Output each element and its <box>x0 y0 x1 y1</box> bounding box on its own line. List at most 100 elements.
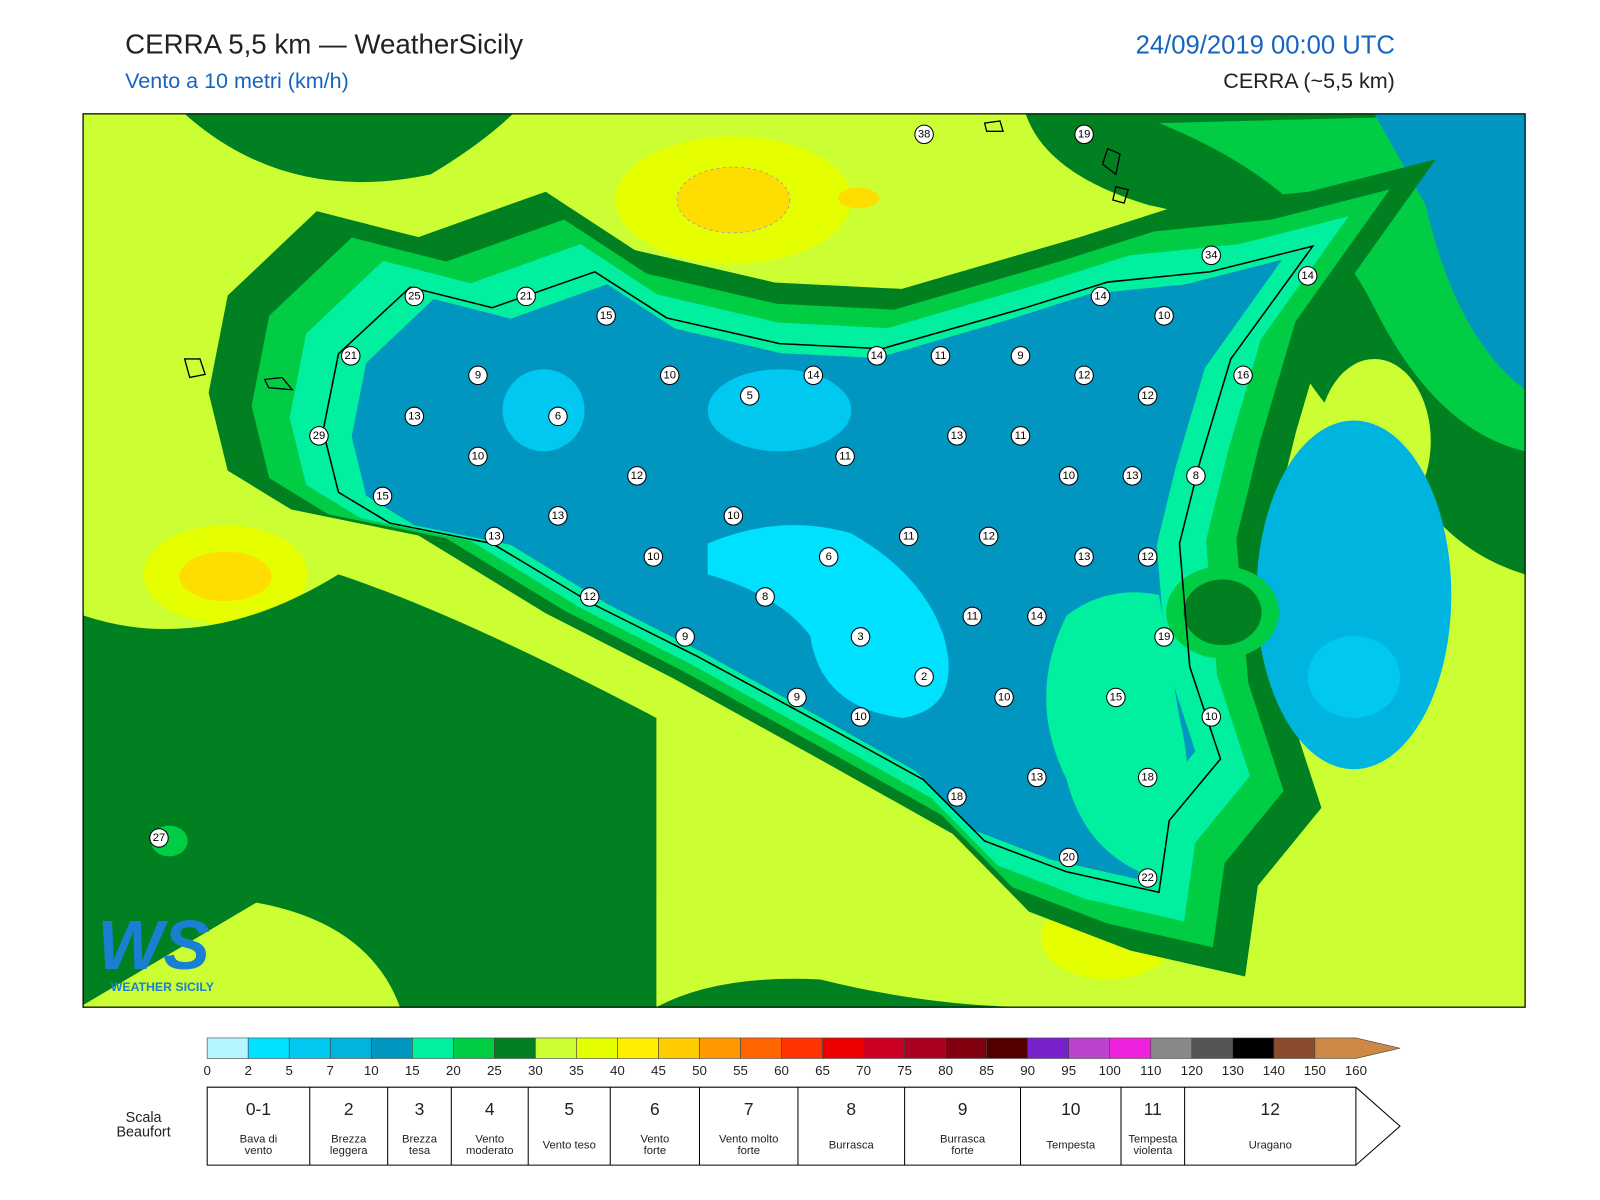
colorbar-tick: 45 <box>651 1063 666 1078</box>
station-marker <box>1137 868 1158 888</box>
beaufort-force: 8 <box>846 1099 856 1119</box>
station-marker <box>850 707 871 727</box>
field <box>184 113 513 183</box>
station-marker <box>1027 606 1047 627</box>
colorbar-swatch <box>781 1037 823 1059</box>
station-marker <box>1201 707 1222 727</box>
colorbar-tick: 60 <box>774 1063 789 1078</box>
beaufort-force: 10 <box>1061 1099 1081 1119</box>
colorbar-tick: 70 <box>856 1063 871 1078</box>
coastline <box>322 244 1315 894</box>
colorbar-tick: 160 <box>1345 1063 1367 1078</box>
station-marker <box>309 426 329 446</box>
colorbar-tick: 100 <box>1099 1063 1121 1078</box>
colorbar-tick: 30 <box>528 1063 543 1078</box>
beaufort-description: Vento <box>475 1134 504 1146</box>
colorbar-swatch <box>370 1037 413 1059</box>
colorbar-swatch <box>863 1037 905 1059</box>
colorbar-swatch <box>1273 1037 1316 1059</box>
colorbar-tick: 15 <box>405 1063 420 1078</box>
beaufort-description: Uragano <box>1249 1140 1292 1152</box>
beaufort-force: 0-1 <box>246 1099 271 1119</box>
station-marker <box>994 687 1014 708</box>
station-value: 12 <box>982 530 995 542</box>
field <box>1046 592 1188 883</box>
station-marker <box>947 426 967 446</box>
colorbar-swatch <box>494 1037 536 1059</box>
colorbar-tick: 75 <box>897 1063 912 1078</box>
colorbar-tick: 55 <box>733 1063 748 1078</box>
station-marker <box>1137 547 1158 567</box>
beaufort-label: Scala <box>126 1110 162 1126</box>
colorbar-swatch <box>329 1037 372 1059</box>
colorbar-swatch <box>247 1037 290 1059</box>
colorbar-tick: 20 <box>446 1063 461 1078</box>
station-value: 18 <box>1141 771 1154 783</box>
station-value: 11 <box>1015 430 1027 442</box>
station-value: 12 <box>1141 390 1154 402</box>
beaufort-description: Tempesta <box>1046 1140 1096 1152</box>
colorbar-tick: 130 <box>1222 1063 1244 1078</box>
station-marker <box>1186 466 1206 486</box>
beaufort-description: forte <box>644 1145 667 1157</box>
station-value: 11 <box>839 450 851 462</box>
station-marker <box>149 828 169 848</box>
station-value: 19 <box>1078 128 1091 140</box>
station-value: 13 <box>552 510 565 522</box>
beaufort-frame <box>206 1086 1401 1166</box>
station-value: 27 <box>153 832 166 844</box>
colorbar-tick: 0 <box>203 1063 210 1078</box>
station-value: 13 <box>1031 771 1044 783</box>
station-value: 21 <box>520 290 533 302</box>
colorbar-tick: 110 <box>1140 1063 1161 1078</box>
field <box>676 166 791 234</box>
colorbar-swatch <box>740 1037 782 1059</box>
beaufort-force: 7 <box>744 1099 754 1119</box>
beaufort-description: Vento teso <box>543 1140 596 1152</box>
colorbar-swatch <box>453 1037 495 1059</box>
colorbar-tick: 40 <box>610 1063 625 1078</box>
station-value: 15 <box>600 310 613 322</box>
beaufort-label: Beaufort <box>116 1124 170 1140</box>
station-marker <box>1027 767 1047 788</box>
station-value: 14 <box>1301 270 1314 282</box>
station-marker <box>1010 346 1031 366</box>
station-value: 10 <box>998 691 1011 703</box>
beaufort-description: Burrasca <box>940 1134 986 1146</box>
colorbar-tick: 90 <box>1020 1063 1035 1078</box>
colorbar-tick: 140 <box>1263 1063 1285 1078</box>
title: CERRA 5,5 km — WeatherSicily <box>125 28 523 59</box>
station-marker <box>1058 847 1079 868</box>
station-value: 22 <box>1141 872 1154 884</box>
station-value: 14 <box>1031 610 1044 622</box>
beaufort-description: vento <box>245 1145 273 1157</box>
station-value: 13 <box>408 410 421 422</box>
colorbar-swatch <box>1232 1037 1275 1059</box>
station-value: 6 <box>826 551 832 563</box>
station-value: 5 <box>747 390 753 402</box>
station-value: 13 <box>1078 551 1091 563</box>
beaufort-description: Tempesta <box>1128 1134 1178 1146</box>
station-value: 2 <box>921 671 927 683</box>
station-value: 29 <box>313 430 326 442</box>
beaufort-force: 3 <box>415 1099 425 1119</box>
beaufort-force: 2 <box>344 1099 354 1119</box>
station-value: 21 <box>345 350 358 362</box>
beaufort-description: forte <box>951 1145 974 1157</box>
colorbar-tick: 150 <box>1304 1063 1326 1078</box>
beaufort-force: 5 <box>564 1099 574 1119</box>
station-marker <box>580 587 600 607</box>
station-marker <box>1137 386 1158 406</box>
station-value: 38 <box>918 128 931 140</box>
station-marker <box>372 486 393 507</box>
station-marker <box>1154 306 1174 326</box>
model: CERRA (~5,5 km) <box>1223 69 1395 93</box>
beaufort-force: 11 <box>1144 1099 1162 1119</box>
station-value: 10 <box>663 369 676 381</box>
station-value: 10 <box>1205 711 1218 723</box>
colorbar-swatch <box>206 1037 249 1059</box>
station-marker <box>803 365 824 386</box>
colorbar-tick: 85 <box>979 1063 994 1078</box>
station-marker <box>850 627 871 647</box>
